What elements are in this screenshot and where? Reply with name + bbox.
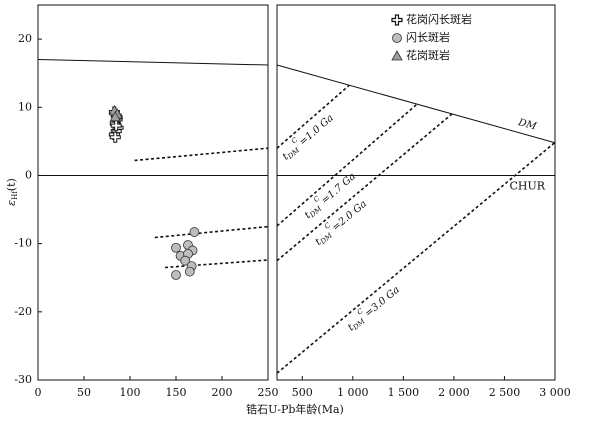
reference-line [276,84,350,149]
legend-item: 花岗斑岩 [391,48,450,62]
model-age-label: tDMC=1.0 Ga [277,109,336,164]
x-tick-label: 3 000 [539,386,571,399]
symbol: t [346,321,357,333]
panel-frame [37,4,269,381]
symbol-sup: C [312,194,322,204]
x-tick-label: 100 [120,386,141,399]
reference-line [276,102,419,227]
point [184,266,195,277]
y-tick-label: 0 [25,168,32,181]
x-tick-label: 1 500 [388,386,420,399]
model-age-label: tDMC=3.0 Ga [343,281,403,335]
legend-item: 闪长斑岩 [392,30,450,44]
x-tick-label: 50 [77,386,91,399]
legend-label: 花岗闪长斑岩 [406,12,472,26]
x-tick-label: 2 000 [438,386,470,399]
y-tick-label: -10 [14,237,32,250]
legend-item: 花岗闪长斑岩 [391,12,472,26]
y-tick-label: -20 [14,305,32,318]
reference-line [276,141,556,374]
point [109,131,121,143]
reference-line [276,64,556,144]
line-label: CHUR [509,179,545,192]
point [109,110,121,122]
age-text: =1.0 Ga [297,112,335,148]
symbol: t [302,209,313,221]
legend-label: 花岗斑岩 [406,48,450,62]
reference-line [154,225,269,239]
point [171,270,181,280]
legend-marker [391,14,403,26]
symbol-sup: C [356,307,366,317]
x-tick-label: 250 [258,386,279,399]
reference-line [37,59,269,66]
x-tick-label: 200 [212,386,233,399]
x-tick-label: 0 [35,386,42,399]
y-label-rest: (t) [5,178,18,191]
y-tick-label: 10 [18,100,32,113]
y-label-sub: Hf [11,190,19,200]
legend-marker [392,33,402,43]
y-label-main: ε [5,200,18,206]
point [180,255,191,266]
reference-line [134,147,269,162]
age-text: =2.0 Ga [330,198,369,233]
legend-marker [391,50,403,61]
x-tick-label: 2 500 [489,386,521,399]
panel-frame [276,4,556,381]
point [171,242,181,253]
symbol: t [280,151,291,163]
age-text: =3.0 Ga [363,284,402,319]
symbol-sup: C [323,221,333,231]
symbol: t [313,236,324,248]
y-axis-label: εHf(t) [5,178,19,206]
line-label: DM [516,117,538,133]
x-tick-label: 150 [166,386,187,399]
x-tick-label: 1 000 [337,386,369,399]
x-axis-label: 锆石U-Pb年龄(Ma) [246,402,344,416]
point [110,120,122,132]
point [189,227,200,237]
symbol-sup: C [290,136,300,146]
model-age-label: tDMC=2.0 Ga [310,195,370,249]
x-tick-label: 500 [292,386,313,399]
y-tick-label: 20 [18,32,32,45]
legend-label: 闪长斑岩 [406,30,450,44]
y-tick-label: -30 [14,373,32,386]
reference-line [164,259,269,269]
age-text: =1.7 Ga [319,171,357,206]
